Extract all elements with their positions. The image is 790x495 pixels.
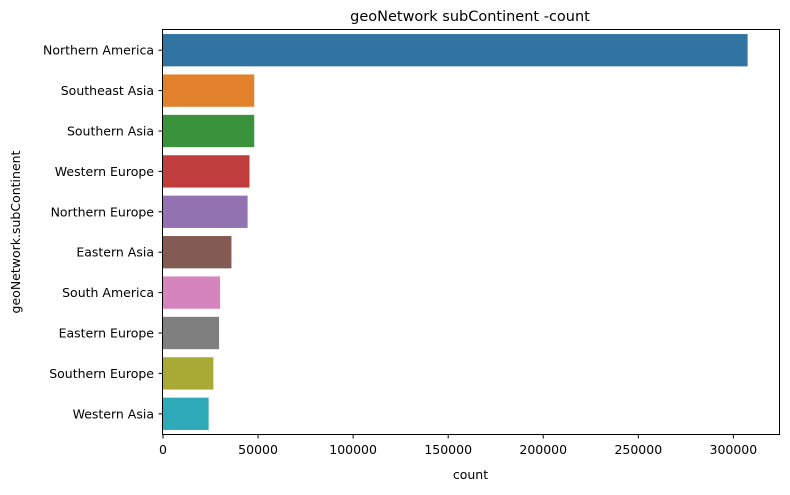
bar <box>163 114 255 148</box>
y-tick-label: South America <box>62 285 154 300</box>
bar <box>163 316 220 350</box>
y-tick-label: Western Asia <box>73 406 154 421</box>
bars-group <box>163 34 748 430</box>
y-axis-ticks: Northern America Southeast Asia Southern A… <box>43 43 163 421</box>
y-tick-label: Northern America <box>43 43 154 58</box>
bar <box>163 34 748 67</box>
y-tick-label: Eastern Asia <box>76 245 154 260</box>
y-tick-label: Western Europe <box>55 164 155 179</box>
x-tick-label: 0 <box>159 442 167 457</box>
x-tick-label: 250000 <box>614 442 662 457</box>
bar <box>163 397 209 430</box>
y-tick-label: Eastern Europe <box>59 326 155 341</box>
x-tick-label: 150000 <box>424 442 472 457</box>
x-axis-ticks: 0 50000 100000 150000 200000 250000 300000 <box>159 434 757 457</box>
x-axis-label: count <box>453 467 488 482</box>
bar <box>163 195 248 228</box>
x-tick-label: 200000 <box>519 442 567 457</box>
y-tick-label: Southern Asia <box>67 124 154 139</box>
y-axis-label: geoNetwork.subContinent <box>8 150 23 313</box>
bar <box>163 357 214 390</box>
y-tick-label: Northern Europe <box>51 204 155 219</box>
y-tick-label: Southern Europe <box>49 366 154 381</box>
bar <box>163 236 232 269</box>
bar <box>163 155 250 188</box>
plot-frame <box>162 29 780 435</box>
x-tick-label: 50000 <box>238 442 278 457</box>
bar <box>163 74 255 107</box>
chart-title: geoNetwork subContinent -count <box>350 9 590 25</box>
x-tick-label: 100000 <box>329 442 377 457</box>
bar <box>163 276 221 309</box>
y-tick-label: Southeast Asia <box>61 83 154 98</box>
x-tick-label: 300000 <box>710 442 758 457</box>
